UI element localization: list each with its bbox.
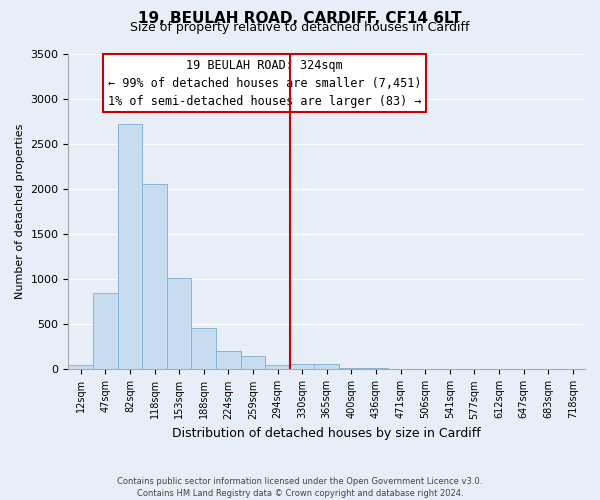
Text: Contains public sector information licensed under the Open Government Licence v3: Contains public sector information licen… (118, 477, 482, 486)
Bar (68, 365, 93, 370)
Bar (191, 328, 216, 370)
Bar (93, 293, 118, 370)
Bar (339, 368, 364, 370)
Bar (290, 364, 314, 370)
Text: 19, BEULAH ROAD, CARDIFF, CF14 6LT: 19, BEULAH ROAD, CARDIFF, CF14 6LT (138, 11, 462, 26)
Bar (364, 368, 388, 370)
Bar (118, 124, 142, 370)
Text: Contains HM Land Registry data © Crown copyright and database right 2024.: Contains HM Land Registry data © Crown c… (137, 488, 463, 498)
Text: Size of property relative to detached houses in Cardiff: Size of property relative to detached ho… (130, 21, 470, 34)
Bar (314, 364, 339, 370)
Bar (216, 350, 241, 370)
Bar (241, 356, 265, 370)
Text: 19 BEULAH ROAD: 324sqm
← 99% of detached houses are smaller (7,451)
1% of semi-d: 19 BEULAH ROAD: 324sqm ← 99% of detached… (108, 58, 421, 108)
X-axis label: Distribution of detached houses by size in Cardiff: Distribution of detached houses by size … (172, 427, 481, 440)
Bar (167, 278, 191, 370)
Bar (142, 184, 167, 370)
Y-axis label: Number of detached properties: Number of detached properties (15, 124, 25, 300)
Bar (265, 365, 290, 370)
